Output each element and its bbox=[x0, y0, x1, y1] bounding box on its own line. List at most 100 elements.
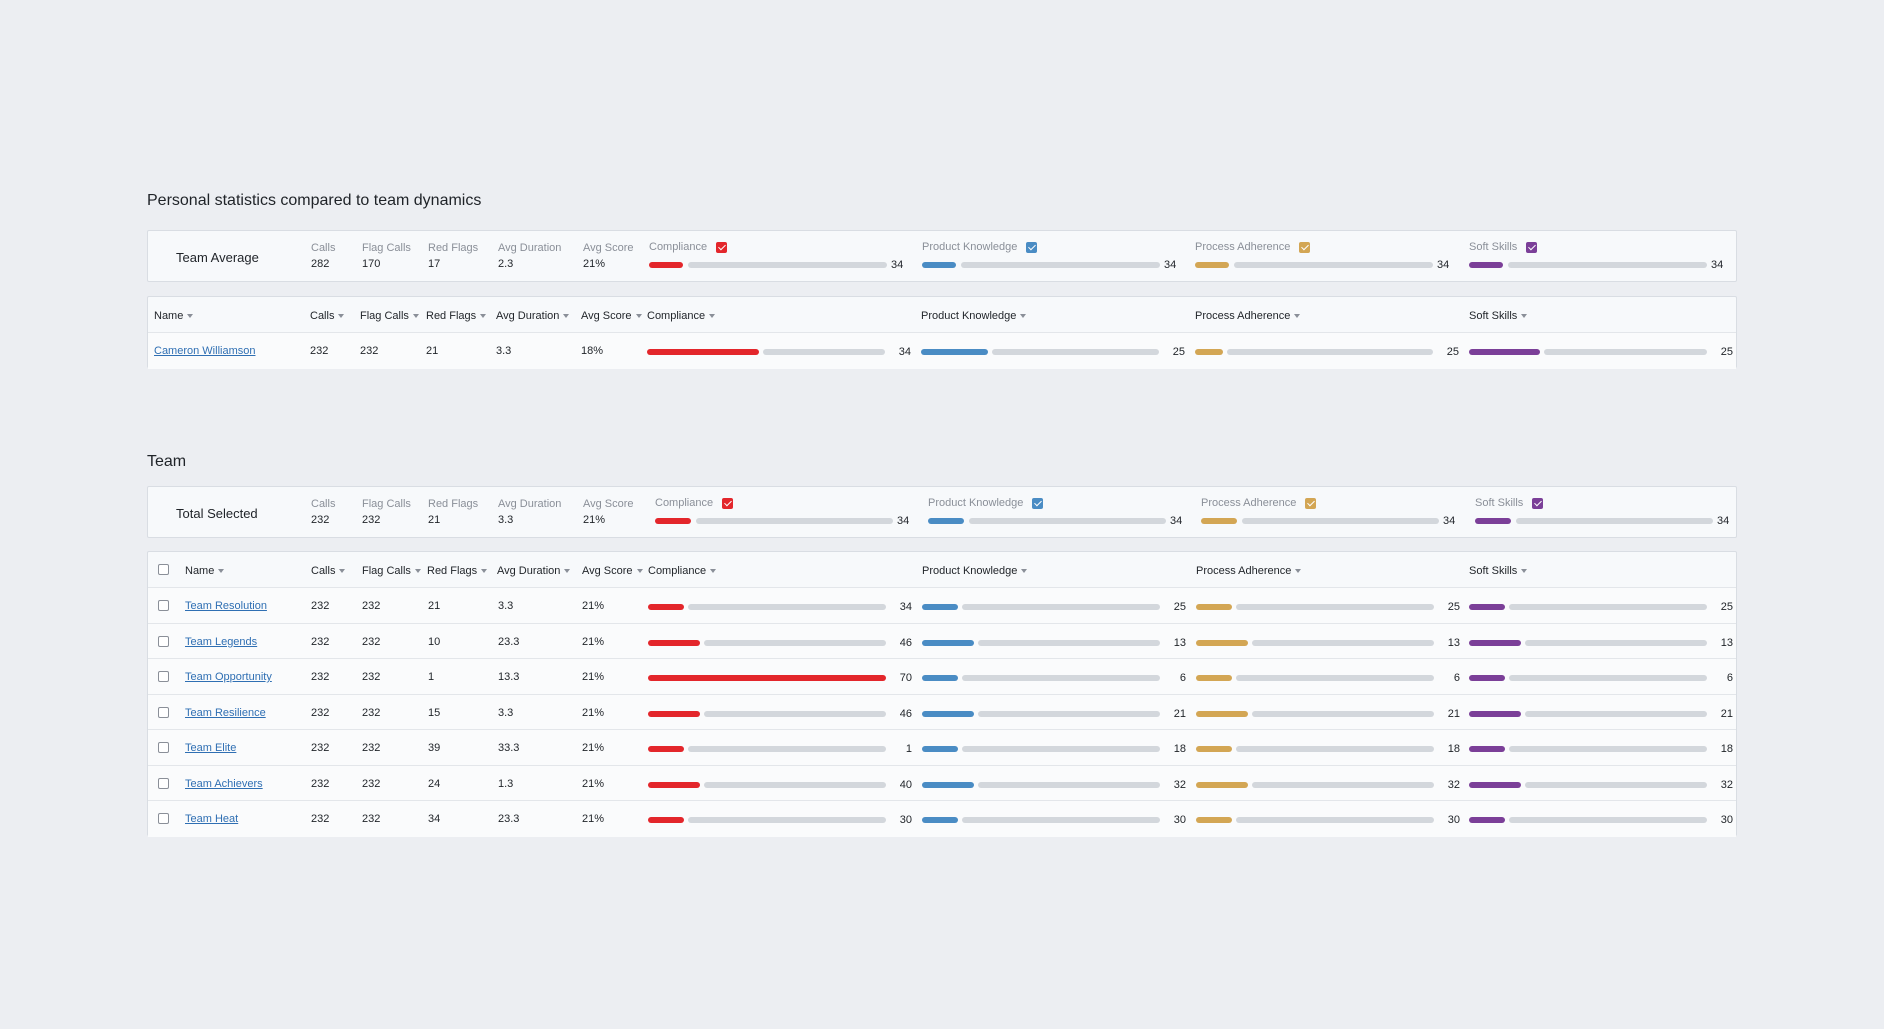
metric-toggle-checkbox[interactable] bbox=[722, 497, 734, 509]
team-name-link[interactable]: Team Elite bbox=[185, 742, 237, 754]
bar-value: 6 bbox=[1179, 672, 1186, 684]
metric-value: 34 bbox=[1717, 515, 1730, 527]
metric-value: 34 bbox=[1170, 515, 1183, 527]
bar-value: 25 bbox=[1720, 601, 1733, 613]
row-checkbox[interactable] bbox=[158, 635, 169, 647]
header-compliance[interactable]: Compliance bbox=[647, 310, 716, 322]
bar-value: 30 bbox=[899, 814, 912, 826]
metric-toggle-checkbox[interactable] bbox=[716, 241, 728, 253]
team-name-link[interactable]: Team Resilience bbox=[185, 706, 266, 719]
metric-toggle-checkbox[interactable] bbox=[1032, 497, 1044, 509]
bar-track bbox=[1252, 781, 1434, 788]
bar-track bbox=[1236, 746, 1434, 752]
team-name-link[interactable]: Team Resolution bbox=[185, 600, 267, 612]
header-avg-duration[interactable]: Avg Duration bbox=[497, 565, 571, 577]
header-flag-calls[interactable]: Flag Calls bbox=[360, 310, 419, 322]
header-process-adherence[interactable]: Process Adherence bbox=[1196, 565, 1302, 577]
header-name[interactable]: Name bbox=[185, 565, 225, 577]
summary-compliance: Compliance 34 bbox=[655, 497, 909, 531]
team-name-link[interactable]: Team Heat bbox=[185, 813, 239, 825]
metric-label: Process Adherence bbox=[1201, 497, 1297, 509]
metric-toggle-checkbox[interactable] bbox=[1305, 497, 1317, 509]
bar-fill bbox=[922, 817, 958, 823]
metric-toggle-checkbox[interactable] bbox=[1026, 241, 1038, 253]
cell-flag-calls: 232 bbox=[362, 742, 381, 754]
header-process-adherence[interactable]: Process Adherence bbox=[1195, 310, 1301, 322]
header-product-knowledge[interactable]: Product Knowledge bbox=[921, 310, 1027, 322]
row-compliance-bar: 46 bbox=[648, 708, 912, 720]
row-checkbox[interactable] bbox=[158, 671, 169, 682]
header-name[interactable]: Name bbox=[154, 310, 194, 322]
sort-caret-icon bbox=[412, 314, 419, 318]
metric-bar: 34 bbox=[649, 259, 903, 271]
team-section: Team bbox=[147, 453, 1737, 471]
row-process-adherence-bar: 21 bbox=[1196, 708, 1460, 720]
header-avg-duration[interactable]: Avg Duration bbox=[496, 310, 570, 322]
team-name-link[interactable]: Team Legends bbox=[185, 635, 258, 648]
bar-track bbox=[1252, 710, 1434, 717]
stat-flag-calls: Flag Calls 232 bbox=[362, 498, 411, 526]
metric-label: Soft Skills bbox=[1469, 241, 1518, 253]
bar-fill bbox=[1469, 604, 1505, 610]
table-row: Team Heat 232 232 34 23.3 21% 30 30 30 30 bbox=[148, 801, 1736, 837]
metric-toggle-checkbox[interactable] bbox=[1532, 497, 1544, 509]
team-name-link[interactable]: Team Opportunity bbox=[185, 671, 272, 683]
team-name-link[interactable]: Team Achievers bbox=[185, 777, 263, 790]
select-all-checkbox[interactable] bbox=[158, 564, 169, 575]
metric-bar-fill bbox=[1195, 262, 1229, 268]
row-compliance-bar: 34 bbox=[647, 346, 911, 358]
personal-section: Personal statistics compared to team dyn… bbox=[147, 192, 1737, 210]
bar-track bbox=[962, 604, 1160, 610]
metric-value: 34 bbox=[1443, 515, 1456, 527]
bar-fill bbox=[648, 639, 700, 646]
header-compliance[interactable]: Compliance bbox=[648, 565, 717, 577]
summary-process-adherence: Process Adherence 34 bbox=[1195, 241, 1449, 275]
summary-compliance: Compliance 34 bbox=[649, 241, 903, 275]
cell-avg-duration: 23.3 bbox=[498, 635, 520, 648]
metric-bar-track bbox=[688, 262, 887, 268]
bar-track bbox=[1509, 746, 1707, 752]
metric-bar: 34 bbox=[928, 515, 1182, 527]
metric-bar-track bbox=[961, 262, 1160, 268]
metric-toggle-checkbox[interactable] bbox=[1526, 241, 1538, 253]
team-cards: Total Selected Calls 232 Flag Calls 232 Re… bbox=[147, 486, 1737, 846]
row-soft-skills-bar: 18 bbox=[1469, 743, 1733, 755]
row-product-knowledge-bar: 32 bbox=[922, 779, 1186, 791]
bar-fill bbox=[1469, 710, 1521, 717]
row-checkbox[interactable] bbox=[158, 742, 169, 753]
header-avg-score[interactable]: Avg Score bbox=[581, 310, 642, 322]
row-checkbox[interactable] bbox=[158, 813, 169, 824]
bar-fill bbox=[1196, 817, 1232, 823]
header-soft-skills[interactable]: Soft Skills bbox=[1469, 310, 1528, 322]
row-soft-skills-bar: 32 bbox=[1469, 779, 1733, 791]
bar-fill bbox=[1469, 349, 1540, 355]
row-checkbox[interactable] bbox=[158, 600, 169, 611]
stat-avg-score: Avg Score 21% bbox=[583, 242, 634, 270]
header-calls[interactable]: Calls bbox=[310, 310, 345, 322]
bar-fill bbox=[921, 349, 988, 355]
sort-caret-icon bbox=[1020, 314, 1027, 318]
header-soft-skills[interactable]: Soft Skills bbox=[1469, 565, 1528, 577]
header-red-flags[interactable]: Red Flags bbox=[427, 565, 488, 577]
sort-caret-icon bbox=[481, 569, 488, 573]
row-compliance-bar: 46 bbox=[648, 637, 912, 649]
sort-caret-icon bbox=[480, 314, 487, 318]
metric-toggle-checkbox[interactable] bbox=[1299, 241, 1311, 253]
bar-value: 32 bbox=[1173, 778, 1186, 791]
row-checkbox[interactable] bbox=[158, 777, 169, 789]
header-flag-calls[interactable]: Flag Calls bbox=[362, 565, 421, 577]
header-red-flags[interactable]: Red Flags bbox=[426, 310, 487, 322]
table-row: Team Achievers 232 232 24 1.3 21% 40 32 32 32 bbox=[148, 765, 1736, 801]
header-product-knowledge[interactable]: Product Knowledge bbox=[922, 565, 1028, 577]
sort-caret-icon bbox=[564, 569, 571, 573]
sort-caret-icon bbox=[1295, 569, 1302, 573]
sort-caret-icon bbox=[709, 314, 716, 318]
agent-name-link[interactable]: Cameron Williamson bbox=[154, 345, 256, 357]
header-avg-score[interactable]: Avg Score bbox=[582, 565, 643, 577]
header-calls[interactable]: Calls bbox=[311, 565, 346, 577]
summary-process-adherence: Process Adherence 34 bbox=[1201, 497, 1455, 531]
row-checkbox[interactable] bbox=[158, 706, 169, 718]
row-process-adherence-bar: 30 bbox=[1196, 814, 1460, 826]
metric-bar: 34 bbox=[1469, 259, 1723, 271]
row-product-knowledge-bar: 30 bbox=[922, 814, 1186, 826]
